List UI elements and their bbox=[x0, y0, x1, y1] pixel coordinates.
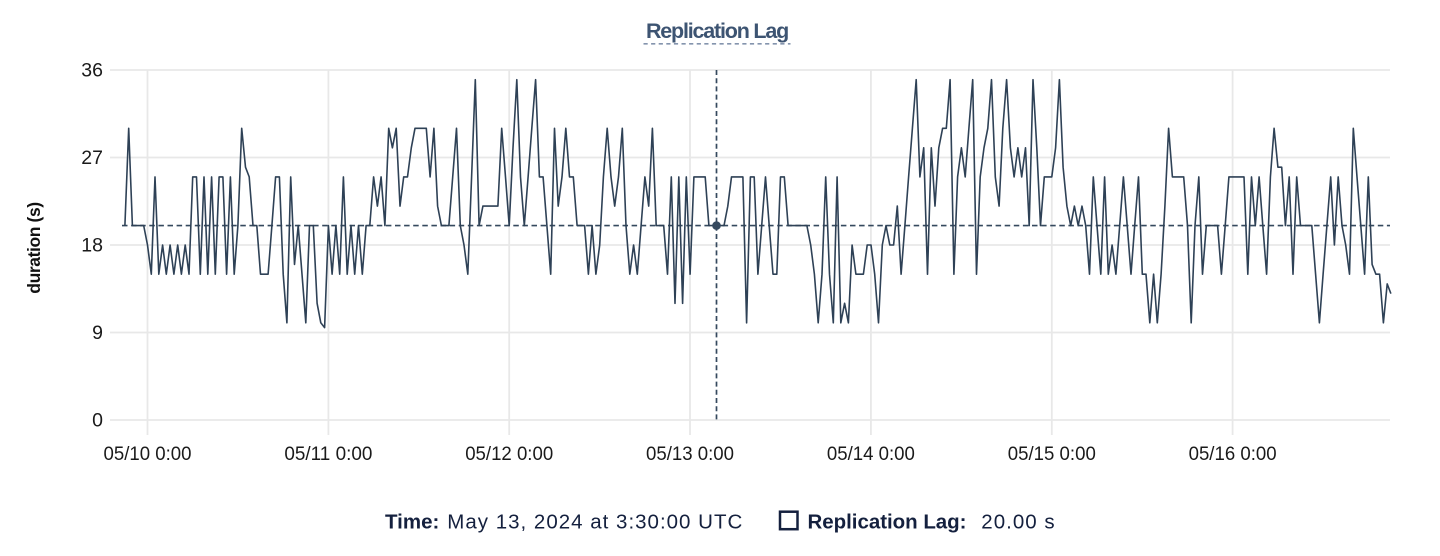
svg-text:36: 36 bbox=[81, 60, 103, 82]
svg-text:18: 18 bbox=[81, 235, 103, 257]
svg-text:05/15 0:00: 05/15 0:00 bbox=[1008, 443, 1096, 465]
svg-text:duration (s): duration (s) bbox=[24, 202, 44, 293]
svg-text:05/13 0:00: 05/13 0:00 bbox=[646, 443, 734, 465]
svg-text:0: 0 bbox=[92, 410, 103, 432]
svg-text:05/14 0:00: 05/14 0:00 bbox=[827, 443, 915, 465]
svg-text:May 13, 2024 at 3:30:00 UTC: May 13, 2024 at 3:30:00 UTC bbox=[447, 510, 742, 533]
svg-text:05/12 0:00: 05/12 0:00 bbox=[465, 443, 553, 465]
svg-text:05/10 0:00: 05/10 0:00 bbox=[104, 443, 192, 465]
svg-text:Replication Lag:: Replication Lag: bbox=[808, 510, 967, 533]
svg-text:Time:: Time: bbox=[385, 510, 439, 533]
svg-text:27: 27 bbox=[81, 147, 103, 169]
svg-text:9: 9 bbox=[92, 322, 103, 344]
svg-text:20.00 s: 20.00 s bbox=[981, 510, 1054, 533]
svg-text:05/16 0:00: 05/16 0:00 bbox=[1189, 443, 1277, 465]
svg-text:Replication Lag: Replication Lag bbox=[646, 19, 788, 43]
svg-text:05/11 0:00: 05/11 0:00 bbox=[284, 443, 372, 465]
